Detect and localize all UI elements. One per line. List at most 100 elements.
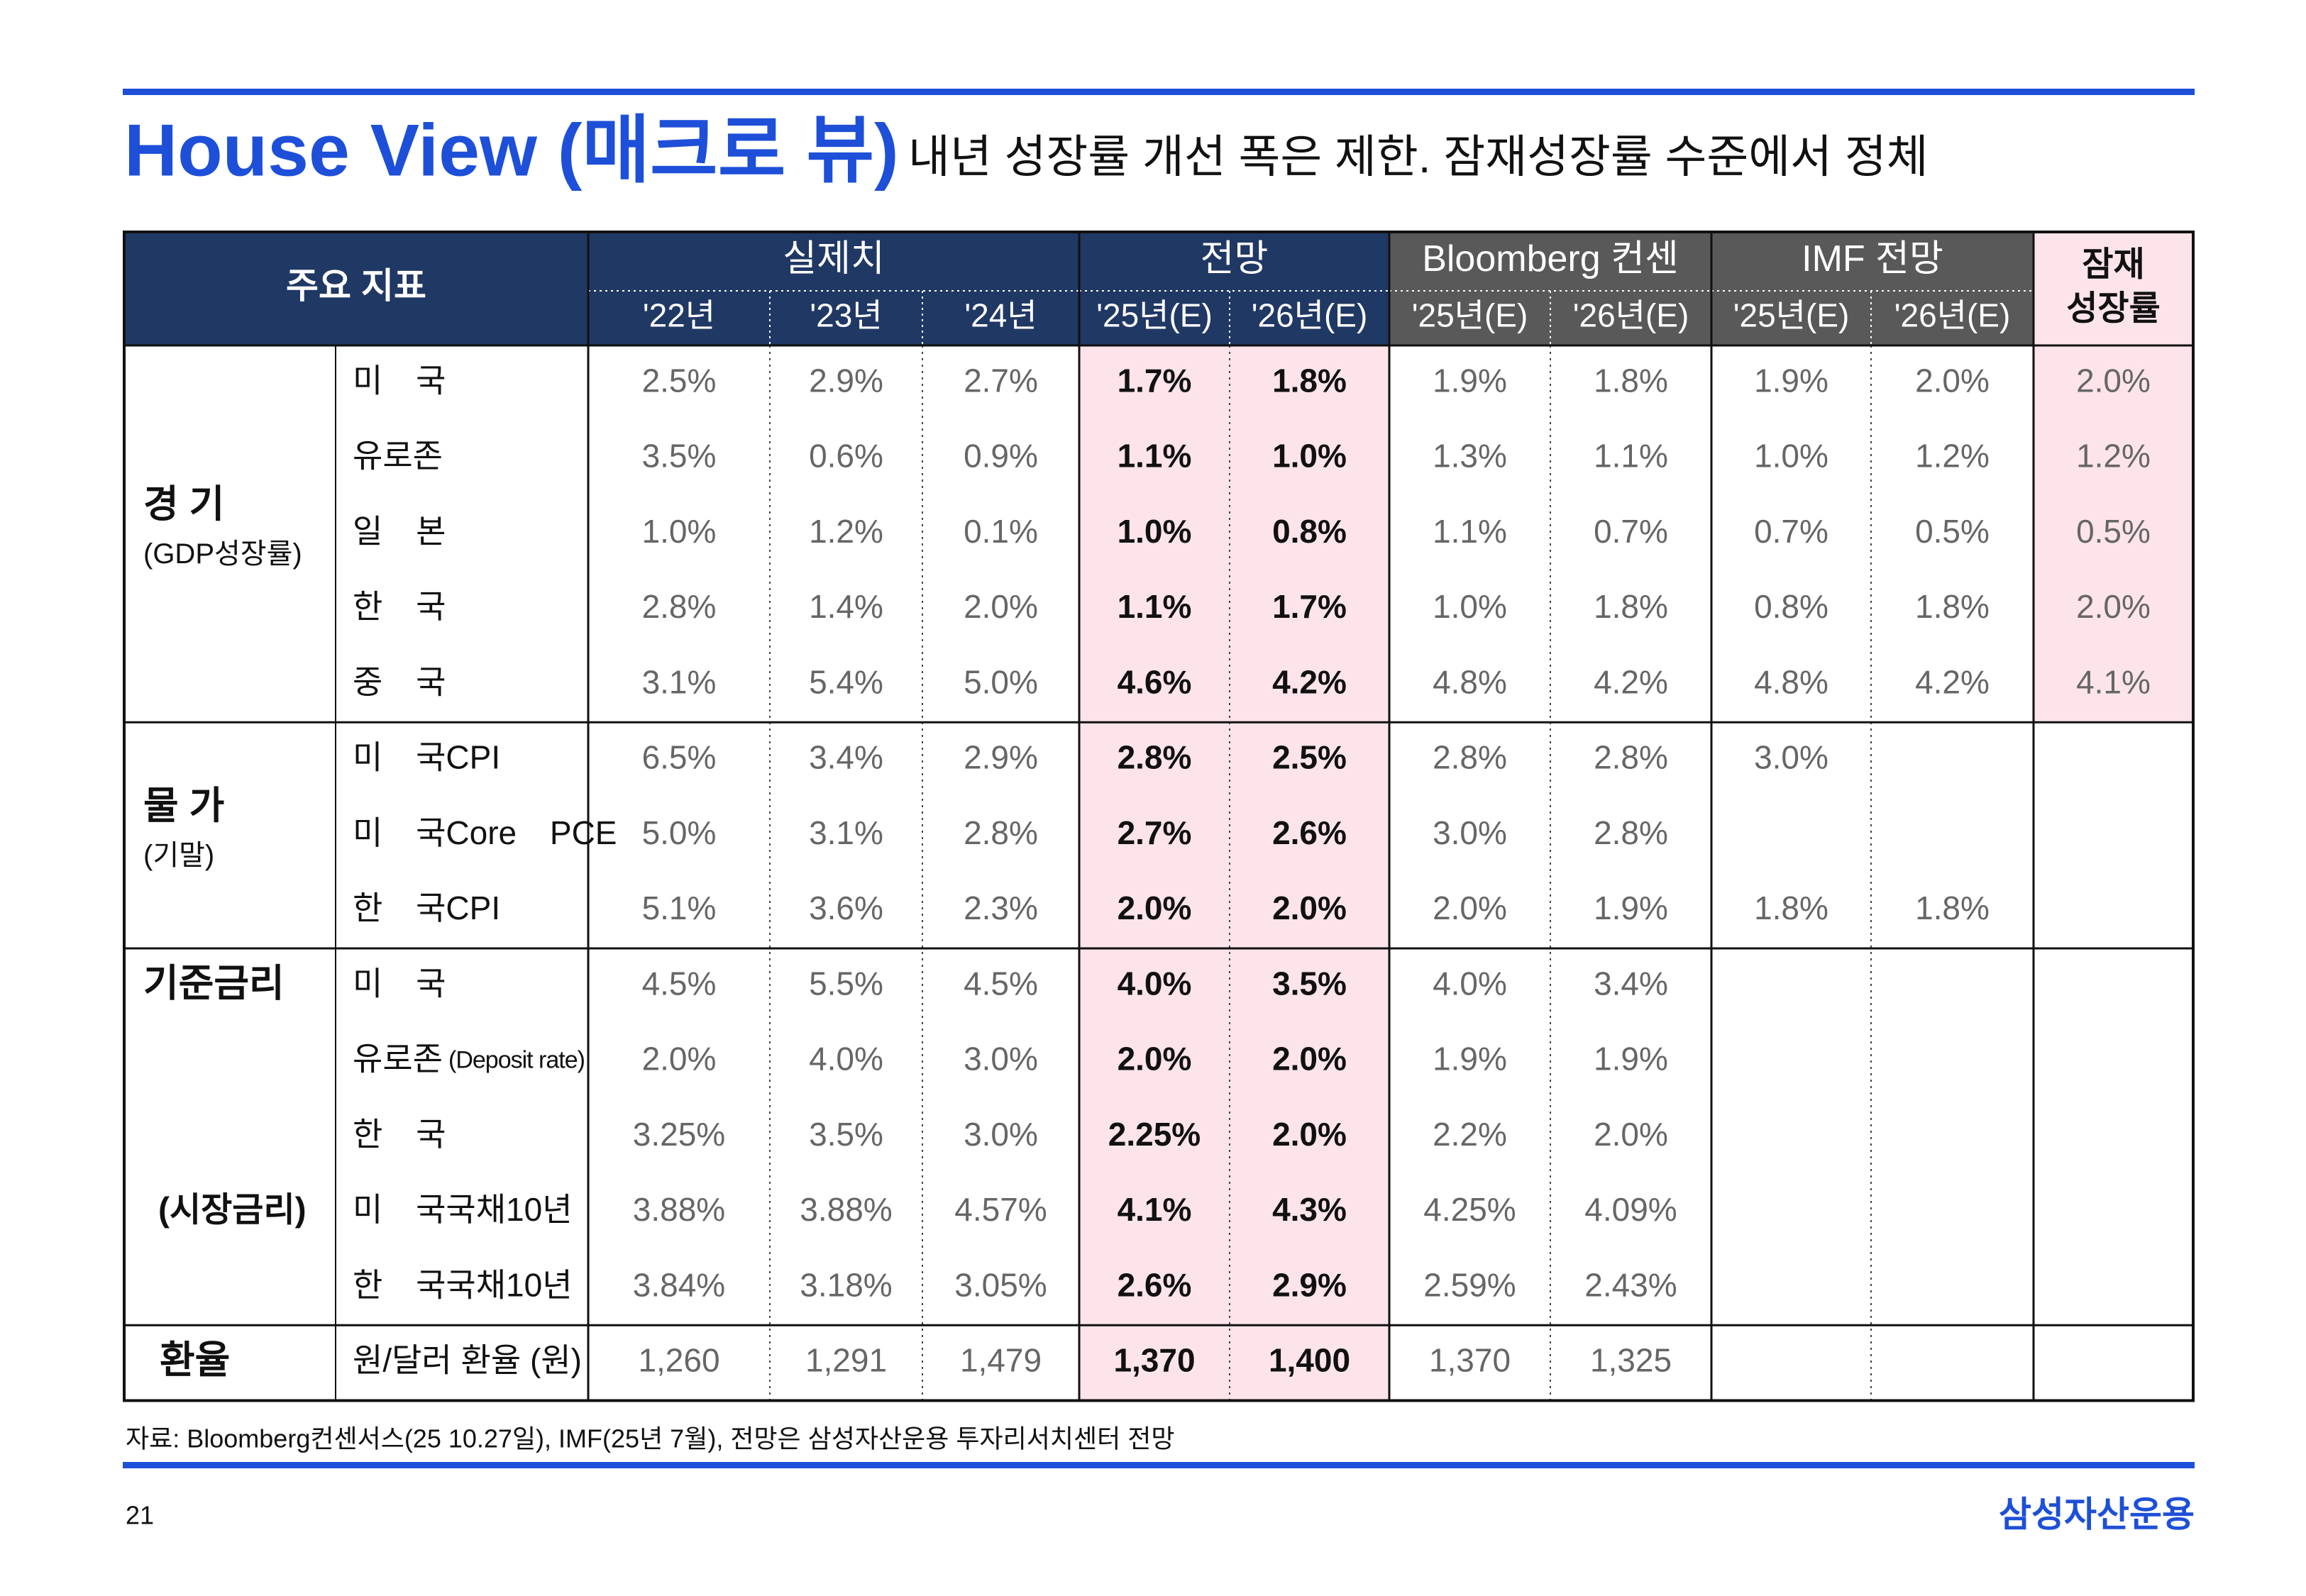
group-header — [1079, 232, 1389, 345]
potential-label: 성장률 — [2066, 290, 2160, 328]
cell-value: 3.5% — [809, 1116, 883, 1153]
cell-value: 1.0% — [1754, 438, 1828, 475]
cell-value: 1.1% — [1594, 438, 1668, 475]
cell-value: 3.0% — [1433, 814, 1507, 851]
corner-cell — [124, 232, 588, 345]
cell-value: 1.2% — [2076, 438, 2151, 475]
cell-value: 2.0% — [964, 588, 1038, 625]
section-label: 경 기 — [143, 483, 224, 526]
cell-value: 2.43% — [1584, 1266, 1677, 1303]
cell-value: 1,400 — [1269, 1342, 1350, 1379]
cell-value: 4.0% — [1433, 965, 1507, 1002]
bottom-rule — [123, 1462, 2195, 1468]
page-number: 21 — [126, 1501, 154, 1530]
potential-bg — [2034, 345, 2193, 723]
cell-value: 1.9% — [1594, 890, 1668, 926]
cell-value: 4.2% — [1915, 663, 1990, 700]
cell-value: 1.0% — [1433, 588, 1507, 625]
cell-value: 4.1% — [2076, 663, 2151, 700]
cell-value: 1.0% — [1272, 438, 1347, 475]
cell-value: 4.5% — [642, 965, 717, 1002]
cell-value: 0.9% — [964, 438, 1038, 475]
cell-value: 2.7% — [964, 362, 1038, 399]
cell-value: 1.8% — [1594, 588, 1668, 625]
logo: 삼성자산운용 — [1999, 1495, 2195, 1534]
title: House View (매크로 뷰) — [124, 109, 899, 192]
cell-value: 4.6% — [1118, 663, 1192, 700]
group-header — [1711, 232, 2034, 345]
cell-value: 4.0% — [809, 1041, 883, 1077]
cell-value: 1,370 — [1113, 1342, 1195, 1379]
cell-value: 4.1% — [1118, 1191, 1192, 1228]
year-label: '23년 — [810, 297, 882, 334]
cell-value: 2.5% — [1272, 739, 1347, 776]
cell-value: 4.3% — [1272, 1191, 1347, 1228]
cell-value: 2.0% — [1272, 1116, 1347, 1153]
cell-value: 5.0% — [964, 663, 1038, 700]
cell-value: 3.0% — [964, 1116, 1038, 1153]
cell-value: 1.2% — [1915, 438, 1990, 475]
group-label: IMF 전망 — [1802, 238, 1943, 279]
table: 주요 지표 실제치 '22년 '23년 '24년 전망 '25년(E) '26년(E) Bloo… — [123, 231, 2195, 1402]
section-sublabel: (GDP성장률) — [143, 538, 302, 570]
row-label: 일 본 — [353, 513, 446, 550]
group-label: 전망 — [1201, 238, 1269, 279]
cell-value: 2.9% — [809, 362, 883, 399]
cell-value: 1,325 — [1590, 1342, 1672, 1379]
row-label: 미 국CPI — [353, 739, 500, 776]
cell-value: 1.7% — [1272, 588, 1347, 625]
row-label: 한 국CPI — [353, 890, 500, 926]
cell-value: 1.1% — [1118, 438, 1192, 475]
cell-value: 2.25% — [1108, 1116, 1201, 1153]
row-label: 미 국Core PCE — [353, 814, 617, 851]
subtitle: 내년 성장률 개선 폭은 제한. 잠재성장률 수준에서 정체 — [908, 131, 1929, 182]
row-label: 유로존 — [353, 438, 443, 475]
top-rule — [123, 89, 2195, 95]
year-label: '25년(E) — [1733, 297, 1850, 334]
cell-value: 2.8% — [642, 588, 717, 625]
cell-value: 1.8% — [1272, 362, 1347, 399]
section-sublabel: (시장금리) — [158, 1192, 307, 1229]
cell-value: 0.1% — [964, 513, 1038, 550]
cell-value: 2.0% — [1118, 1041, 1192, 1077]
cell-value: 1.4% — [809, 588, 883, 625]
cell-value: 1.8% — [1915, 588, 1990, 625]
cell-value: 1.1% — [1118, 588, 1192, 625]
cell-value: 4.25% — [1423, 1191, 1516, 1228]
cell-value: 1.9% — [1754, 362, 1828, 399]
cell-value: 2.0% — [642, 1041, 717, 1077]
row-label: 미 국 — [353, 362, 446, 399]
cell-value: 0.5% — [1915, 513, 1990, 550]
cell-value: 2.8% — [964, 814, 1038, 851]
table-border — [123, 231, 2195, 1402]
row-note: (Deposit rate) — [448, 1046, 585, 1073]
cell-value: 2.6% — [1272, 814, 1347, 851]
cell-value: 3.05% — [954, 1266, 1047, 1303]
cell-value: 2.9% — [1272, 1266, 1347, 1303]
section-label: 기준금리 — [143, 962, 285, 1004]
cell-value: 2.59% — [1423, 1266, 1516, 1303]
cell-value: 0.7% — [1754, 513, 1828, 550]
row-label: 원/달러 환율 (원) — [353, 1342, 582, 1379]
cell-value: 2.3% — [964, 890, 1038, 926]
cell-value: 1.0% — [642, 513, 717, 550]
cell-value: 2.0% — [1118, 890, 1192, 926]
group-label: Bloomberg 컨센 — [1422, 238, 1679, 279]
cell-value: 0.8% — [1272, 513, 1347, 550]
cell-value: 0.5% — [2076, 513, 2151, 550]
cell-value: 3.25% — [633, 1116, 725, 1153]
cell-value: 1.0% — [1118, 513, 1192, 550]
cell-value: 1.8% — [1915, 890, 1990, 926]
cell-value: 3.1% — [809, 814, 883, 851]
row-label: 미 국 — [353, 965, 446, 1002]
row-label: 유로존 — [353, 1041, 443, 1077]
cell-value: 2.8% — [1594, 739, 1668, 776]
cell-value: 2.7% — [1118, 814, 1192, 851]
cell-value: 1.7% — [1118, 362, 1192, 399]
cell-value: 5.5% — [809, 965, 883, 1002]
cell-value: 2.2% — [1433, 1116, 1507, 1153]
cell-value: 2.0% — [1433, 890, 1507, 926]
group-header — [588, 232, 1079, 345]
cell-value: 2.8% — [1594, 814, 1668, 851]
row-label: 미 국국채10년 — [353, 1191, 573, 1228]
